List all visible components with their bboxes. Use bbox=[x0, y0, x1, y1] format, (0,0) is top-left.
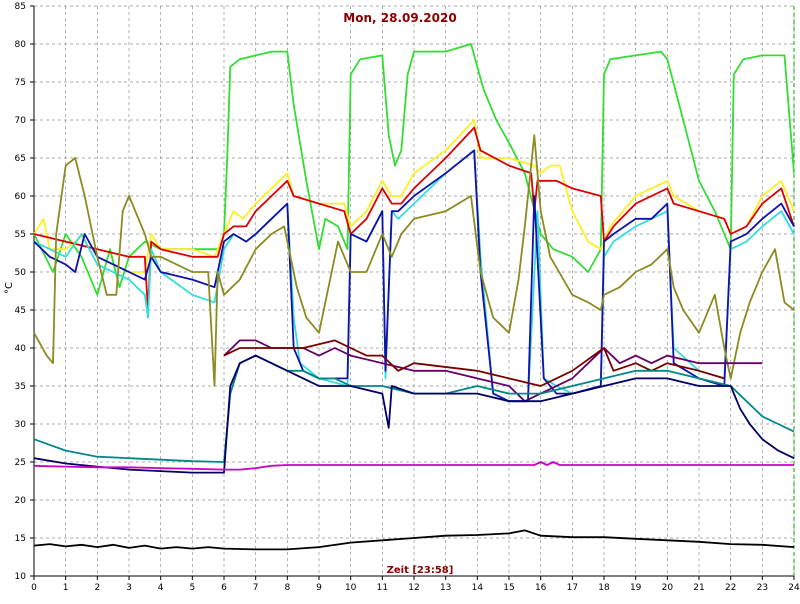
x-tick-label: 12 bbox=[408, 583, 419, 593]
x-tick-label: 0 bbox=[31, 583, 37, 593]
x-tick-label: 17 bbox=[567, 583, 578, 593]
x-tick-label: 1 bbox=[63, 583, 69, 593]
x-tick-label: 22 bbox=[725, 583, 736, 593]
y-tick-label: 10 bbox=[15, 572, 27, 582]
y-tick-label: 85 bbox=[15, 2, 26, 12]
y-axis-label: °C bbox=[4, 282, 15, 294]
x-tick-label: 14 bbox=[472, 583, 484, 593]
y-tick-label: 80 bbox=[15, 40, 27, 50]
y-tick-label: 40 bbox=[15, 344, 27, 354]
y-tick-label: 25 bbox=[15, 458, 26, 468]
chart-title: Mon, 28.09.2020 bbox=[343, 11, 456, 25]
x-tick-label: 5 bbox=[189, 583, 195, 593]
x-tick-label: 2 bbox=[94, 583, 100, 593]
x-tick-label: 4 bbox=[158, 583, 164, 593]
y-tick-label: 15 bbox=[15, 534, 26, 544]
series-line-12 bbox=[33, 529, 795, 551]
series-line-3 bbox=[33, 126, 795, 311]
x-tick-label: 19 bbox=[630, 583, 642, 593]
x-tick-label: 11 bbox=[377, 583, 388, 593]
series-lines bbox=[33, 43, 795, 551]
y-tick-label: 75 bbox=[15, 78, 26, 88]
series-line-6 bbox=[33, 134, 795, 387]
y-tick-label: 65 bbox=[15, 154, 26, 164]
x-tick-label: 24 bbox=[788, 583, 800, 593]
x-tick-label: 16 bbox=[535, 583, 547, 593]
series-line-4 bbox=[33, 149, 795, 403]
series-line-11 bbox=[33, 461, 794, 471]
x-tick-label: 8 bbox=[284, 583, 290, 593]
series-line-10 bbox=[33, 354, 795, 474]
y-tick-label: 55 bbox=[15, 230, 26, 240]
x-axis-label: Zeit [23:58] bbox=[387, 565, 454, 576]
x-tick-label: 15 bbox=[503, 583, 514, 593]
series-line-2 bbox=[33, 119, 795, 273]
y-tick-label: 30 bbox=[15, 420, 27, 430]
y-tick-label: 20 bbox=[15, 496, 27, 506]
series-line-5 bbox=[33, 149, 795, 403]
y-tick-label: 45 bbox=[15, 306, 26, 316]
x-tick-label: 21 bbox=[693, 583, 704, 593]
y-tick-label: 60 bbox=[15, 192, 27, 202]
x-tick-label: 6 bbox=[221, 583, 227, 593]
y-tick-label: 50 bbox=[15, 268, 27, 278]
x-tick-label: 9 bbox=[316, 583, 322, 593]
x-tick-label: 23 bbox=[757, 583, 768, 593]
grid bbox=[34, 5, 795, 576]
x-tick-label: 18 bbox=[598, 583, 610, 593]
y-tick-label: 70 bbox=[15, 116, 27, 126]
y-tick-label: 35 bbox=[15, 382, 26, 392]
x-tick-label: 3 bbox=[126, 583, 132, 593]
x-tick-label: 20 bbox=[662, 583, 674, 593]
series-line-8 bbox=[223, 339, 725, 387]
x-tick-label: 13 bbox=[440, 583, 451, 593]
x-tick-label: 10 bbox=[345, 583, 357, 593]
series-line-9 bbox=[33, 354, 795, 463]
x-tick-label: 7 bbox=[253, 583, 259, 593]
